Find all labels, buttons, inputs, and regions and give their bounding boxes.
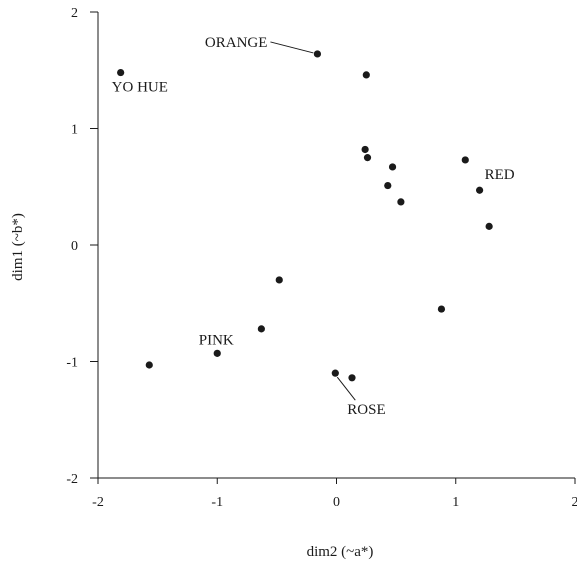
y-tick-label: 1 xyxy=(71,123,78,138)
x-tick-label: 1 xyxy=(452,495,459,510)
x-tick-label: -2 xyxy=(92,495,104,510)
data-point xyxy=(388,163,397,171)
point-label: ROSE xyxy=(347,402,385,418)
y-axis-label: dim1 (~b*) xyxy=(10,213,26,281)
point-label: ORANGE xyxy=(205,35,268,51)
data-point xyxy=(363,154,372,162)
y-tick-label: -2 xyxy=(66,472,78,487)
data-point xyxy=(485,222,493,230)
data-point xyxy=(117,68,125,77)
data-point xyxy=(397,198,405,206)
data-point xyxy=(348,374,356,382)
point-labels: YO HUE ORANGE RED PINK ROSE xyxy=(112,35,515,418)
data-point xyxy=(361,145,369,154)
y-tick-label: 0 xyxy=(71,239,78,254)
data-point xyxy=(461,156,469,164)
ticks: -2 -1 0 1 2 -2 -1 0 1 2 xyxy=(66,6,577,510)
data-point xyxy=(213,349,221,357)
x-tick-label: -1 xyxy=(211,495,223,510)
data-point xyxy=(476,186,484,194)
data-point xyxy=(313,50,322,58)
data-points xyxy=(117,50,493,382)
y-tick-label: 2 xyxy=(71,6,78,21)
label-leader xyxy=(336,376,356,401)
axes xyxy=(97,12,575,479)
data-point xyxy=(362,71,370,79)
data-point xyxy=(331,369,339,377)
data-point xyxy=(275,276,283,284)
label-leader xyxy=(270,41,314,54)
x-tick-label: 0 xyxy=(333,495,340,510)
point-label: YO HUE xyxy=(112,80,168,96)
point-label: PINK xyxy=(199,332,234,348)
data-point xyxy=(145,361,153,369)
x-tick-label: 2 xyxy=(572,495,577,510)
data-point xyxy=(257,325,265,333)
data-point xyxy=(384,181,392,190)
point-label: RED xyxy=(485,167,515,183)
y-tick-label: -1 xyxy=(66,356,78,371)
x-axis-label: dim2 (~a*) xyxy=(307,544,374,560)
data-point xyxy=(437,305,446,313)
